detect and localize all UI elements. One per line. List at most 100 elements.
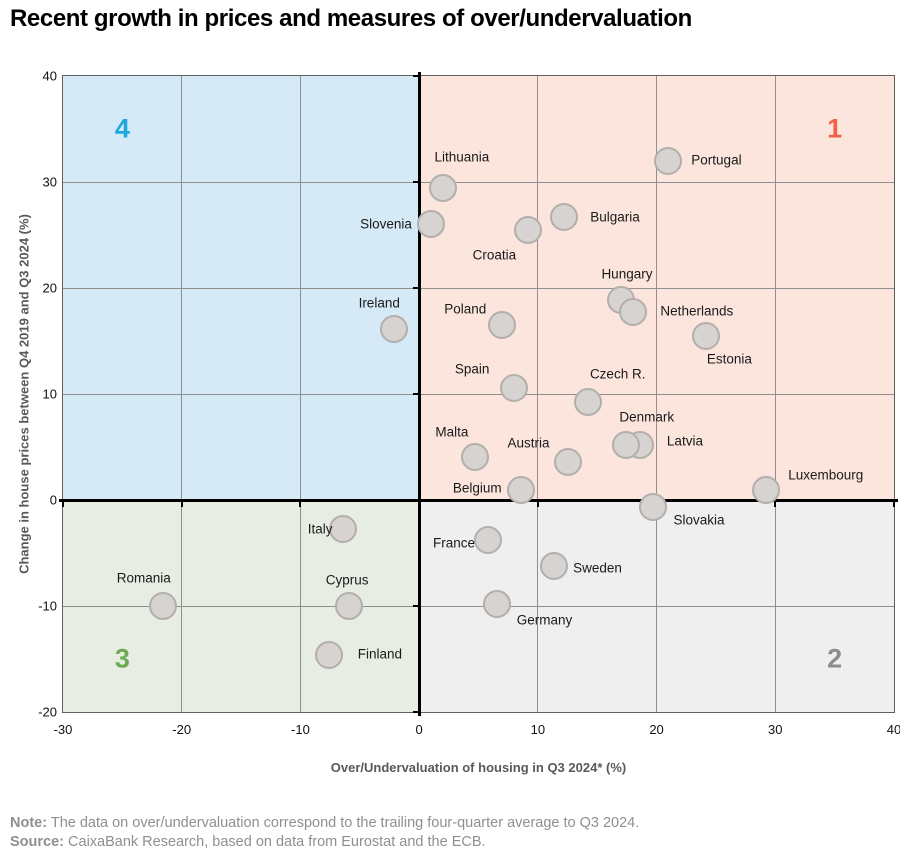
data-point-italy [329, 514, 358, 543]
data-point-label-austria: Austria [507, 435, 550, 451]
data-point-label-slovenia: Slovenia [360, 216, 412, 232]
data-point-label-netherlands: Netherlands [660, 303, 734, 319]
axis-tick-x--10 [299, 501, 302, 507]
axis-tick-y-30 [412, 181, 418, 183]
data-point-label-ireland: Ireland [358, 295, 400, 311]
x-tick-label-20: 20 [649, 722, 664, 737]
data-point-malta [460, 442, 489, 471]
quadrant-2-label: 2 [827, 643, 843, 674]
x-tick-label--20: -20 [172, 722, 192, 737]
data-point-label-malta: Malta [435, 424, 469, 440]
axis-tick-y-10 [412, 393, 418, 395]
gridline-y--10 [63, 605, 894, 607]
source-label: Source: [10, 834, 64, 850]
y-tick-label-10: 10 [42, 386, 57, 402]
axis-tick-y-0 [412, 499, 418, 501]
data-point-label-germany: Germany [516, 612, 573, 628]
note-text: The data on over/undervaluation correspo… [50, 815, 640, 831]
data-point-label-romania: Romania [116, 570, 171, 586]
y-axis-title: Change in house prices between Q4 2019 a… [16, 214, 32, 574]
axis-tick-x--20 [180, 501, 183, 507]
axis-tick-y--20 [412, 711, 418, 713]
y-tick-label--10: -10 [38, 598, 57, 614]
data-point-label-finland: Finland [357, 646, 403, 662]
data-point-denmark [611, 430, 640, 459]
x-tick-label-0: 0 [415, 722, 423, 737]
axis-tick-x-40 [893, 501, 895, 507]
axis-tick-y-20 [412, 287, 418, 289]
data-point-lithuania [428, 174, 457, 203]
x-tick-label-40: 40 [886, 722, 900, 737]
data-point-slovenia [417, 210, 445, 239]
data-point-croatia [514, 215, 543, 244]
chart-title: Recent growth in prices and measures of … [10, 5, 692, 32]
axis-tick-x-10 [536, 501, 539, 507]
y-tick-label-20: 20 [42, 280, 57, 296]
data-point-poland [488, 311, 517, 340]
data-point-label-bulgaria: Bulgaria [590, 209, 640, 225]
y-tick-label-0: 0 [49, 492, 57, 508]
axis-tick-y-40 [412, 75, 418, 77]
axis-tick-x-30 [774, 501, 777, 507]
data-point-romania [148, 592, 177, 620]
note-label: Note: [10, 815, 48, 831]
x-zero-axis-line [417, 72, 421, 716]
y-zero-axis-line [59, 498, 898, 502]
data-point-label-slovakia: Slovakia [673, 512, 725, 528]
quadrant-1-label: 1 [827, 113, 843, 144]
axis-tick-x--30 [62, 501, 64, 507]
data-point-bulgaria [549, 202, 578, 231]
data-point-label-lithuania: Lithuania [434, 149, 490, 165]
data-point-label-denmark: Denmark [619, 409, 675, 425]
data-point-label-croatia: Croatia [472, 247, 517, 263]
data-point-netherlands [618, 298, 647, 327]
axis-tick-y--10 [412, 605, 418, 607]
plot-area: 4 1 3 2 -30 -20 -10 0 10 20 30 40 40 30 20 10 0 -10 -20 Lit… [38, 69, 900, 738]
y-tick-label-40: 40 [42, 68, 57, 84]
data-point-luxembourg [751, 476, 780, 505]
data-point-label-latvia: Latvia [666, 433, 703, 449]
axis-tick-x-0 [418, 501, 421, 507]
data-point-cyprus [335, 592, 364, 620]
data-point-label-cyprus: Cyprus [325, 572, 369, 588]
gridline-y-10 [63, 393, 894, 395]
data-point-label-spain: Spain [454, 361, 490, 377]
data-point-sweden [540, 551, 569, 580]
data-point-label-estonia: Estonia [706, 351, 752, 367]
data-point-germany [483, 589, 512, 618]
data-point-czech-r [573, 388, 602, 417]
x-tick-label--10: -10 [291, 722, 310, 737]
data-point-finland [314, 640, 343, 669]
gridline-y-20 [63, 287, 894, 289]
data-point-label-france: France [432, 535, 475, 551]
y-tick-label-30: 30 [42, 174, 57, 190]
source-text: CaixaBank Research, based on data from E… [68, 834, 486, 850]
data-point-slovakia [639, 493, 667, 522]
footnotes: Note: The data on over/undervaluation co… [10, 814, 639, 852]
note-line: Note: The data on over/undervaluation co… [10, 814, 639, 833]
data-point-estonia [692, 321, 721, 350]
data-point-spain [500, 373, 529, 402]
data-point-austria [553, 447, 582, 476]
data-point-label-hungary: Hungary [601, 266, 653, 282]
data-point-france [473, 526, 502, 555]
source-line: Source: CaixaBank Research, based on dat… [10, 833, 639, 852]
x-tick-label--30: -30 [53, 722, 73, 737]
data-point-label-belgium: Belgium [452, 480, 502, 496]
data-point-ireland [380, 315, 409, 344]
data-point-label-italy: Italy [307, 521, 333, 537]
data-point-label-sweden: Sweden [573, 560, 622, 576]
data-point-label-portugal: Portugal [691, 152, 742, 168]
quadrant-3-label: 3 [114, 643, 130, 674]
x-tick-label-10: 10 [530, 722, 546, 737]
quadrant-4-label: 4 [114, 113, 130, 144]
x-tick-label-30: 30 [768, 722, 783, 737]
data-point-label-czech-r: Czech R. [589, 366, 646, 382]
x-axis-title: Over/Undervaluation of housing in Q3 202… [330, 760, 627, 775]
data-point-portugal [654, 146, 683, 175]
gridline-y-30 [63, 181, 894, 183]
data-point-label-luxembourg: Luxembourg [788, 467, 864, 483]
data-point-belgium [507, 476, 536, 505]
data-point-label-poland: Poland [444, 301, 487, 317]
